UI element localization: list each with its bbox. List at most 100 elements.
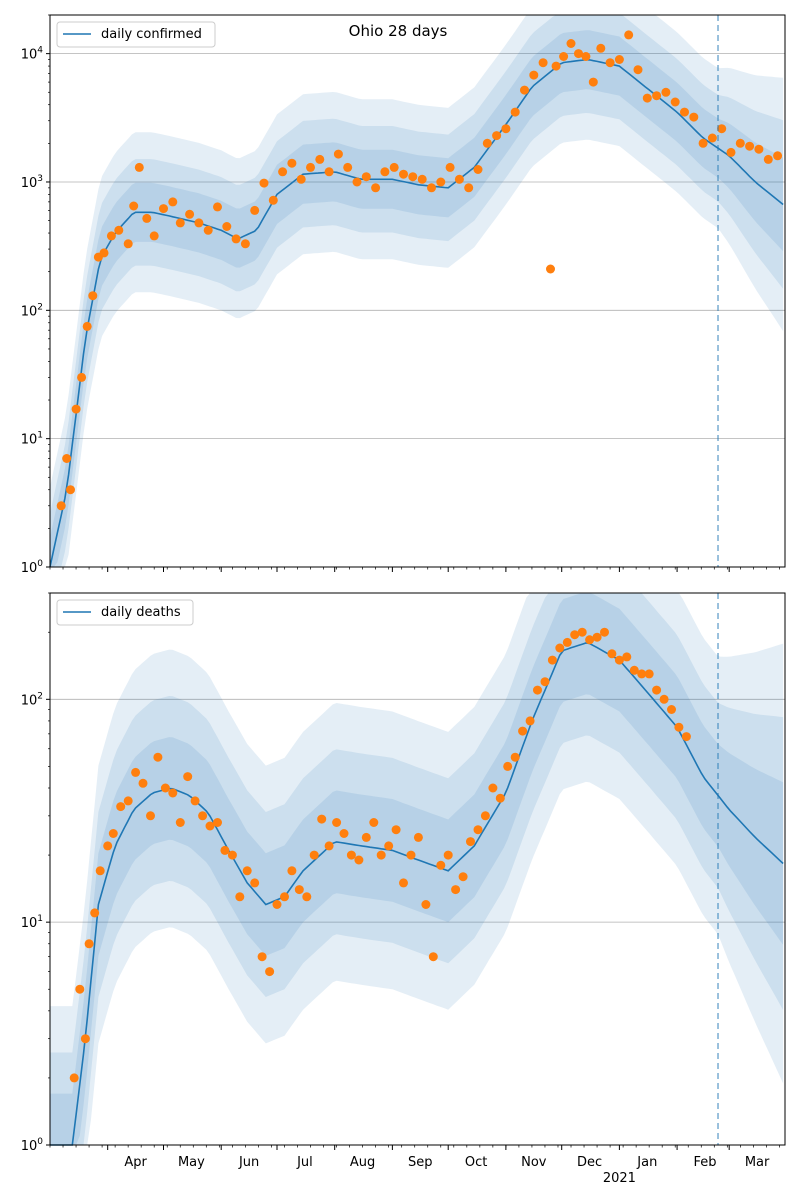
- deaths-observed-point: [652, 685, 662, 695]
- confirmed-x-axis: [49, 567, 780, 572]
- deaths-observed-points: [69, 627, 691, 1083]
- deaths-observed-point: [384, 841, 394, 851]
- deaths-observed-point: [443, 850, 453, 860]
- x-tick-label: Jul: [296, 1155, 313, 1170]
- confirmed-observed-point: [529, 70, 539, 80]
- confirmed-observed-point: [464, 183, 474, 193]
- confirmed-observed-point: [185, 209, 195, 219]
- deaths-observed-point: [413, 832, 423, 842]
- confirmed-observed-point: [492, 131, 502, 141]
- x-tick-label: Dec: [577, 1155, 602, 1170]
- deaths-observed-point: [213, 818, 222, 827]
- chart-title: Ohio 28 days: [349, 22, 448, 40]
- confirmed-observed-point: [633, 65, 643, 75]
- deaths-observed-point: [510, 752, 520, 762]
- confirmed-uncertainty-bands: [50, 15, 784, 567]
- x-tick-label: Nov: [521, 1155, 547, 1170]
- confirmed-observed-point: [71, 404, 81, 414]
- deaths-observed-point: [674, 722, 684, 732]
- deaths-y-tick-label: 102: [21, 691, 43, 708]
- deaths-observed-point: [116, 802, 126, 812]
- confirmed-observed-point: [250, 205, 260, 215]
- confirmed-observed-point: [296, 174, 306, 184]
- confirmed-observed-point: [129, 201, 139, 211]
- deaths-observed-point: [533, 685, 542, 695]
- confirmed-observed-point: [343, 162, 353, 172]
- deaths-observed-point: [257, 952, 267, 962]
- deaths-observed-point: [69, 1073, 79, 1083]
- confirmed-observed-point: [588, 77, 598, 87]
- confirmed-observed-point: [399, 169, 408, 179]
- deaths-observed-point: [294, 885, 304, 895]
- confirmed-observed-point: [222, 222, 232, 231]
- confirmed-observed-point: [315, 154, 325, 164]
- confirmed-observed-point: [473, 165, 483, 174]
- confirmed-observed-point: [62, 454, 72, 463]
- confirmed-observed-point: [175, 218, 185, 228]
- x-tick-label: Jun: [238, 1155, 259, 1170]
- deaths-observed-point: [629, 665, 639, 675]
- deaths-y-tick-label: 101: [21, 914, 43, 931]
- deaths-observed-point: [332, 818, 342, 827]
- deaths-observed-point: [562, 637, 572, 647]
- deaths-observed-point: [80, 1034, 90, 1044]
- confirmed-observed-point: [240, 239, 250, 249]
- x-tick-label: Feb: [693, 1155, 716, 1170]
- confirmed-legend-label: daily confirmed: [101, 27, 202, 42]
- deaths-observed-point: [339, 829, 349, 838]
- confirmed-y-tick-exponent: 2: [37, 302, 43, 312]
- confirmed-observed-point: [123, 239, 133, 249]
- deaths-observed-point: [90, 908, 100, 918]
- confirmed-observed-point: [445, 162, 455, 172]
- deaths-observed-point: [518, 726, 528, 736]
- deaths-observed-point: [95, 866, 105, 876]
- confirmed-observed-point: [134, 162, 144, 172]
- confirmed-observed-point: [624, 30, 634, 40]
- confirmed-observed-point: [581, 52, 591, 61]
- confirmed-observed-point: [352, 177, 362, 187]
- confirmed-observed-point: [213, 202, 222, 212]
- confirmed-observed-point: [689, 112, 699, 122]
- x-tick-label: May: [178, 1155, 205, 1170]
- confirmed-observed-point: [670, 97, 680, 107]
- confirmed-observed-point: [159, 204, 168, 214]
- confirmed-observed-point: [142, 213, 152, 223]
- deaths-observed-point: [220, 845, 230, 855]
- confirmed-observed-point: [203, 225, 213, 235]
- deaths-observed-point: [681, 732, 691, 742]
- deaths-observed-point: [399, 878, 408, 888]
- confirmed-observed-point: [773, 151, 783, 161]
- confirmed-observed-point: [574, 49, 583, 59]
- deaths-observed-point: [153, 752, 163, 762]
- deaths-plot-area: [50, 593, 785, 1145]
- deaths-observed-point: [607, 649, 617, 659]
- confirmed-y-tick-exponent: 1: [37, 431, 43, 441]
- deaths-observed-point: [555, 643, 565, 653]
- confirmed-observed-point: [380, 167, 390, 177]
- x-tick-label: Aug: [350, 1155, 375, 1170]
- confirmed-observed-point: [306, 162, 315, 172]
- deaths-observed-point: [503, 761, 513, 771]
- confirmed-observed-point: [389, 162, 399, 172]
- deaths-observed-point: [488, 783, 498, 793]
- deaths-observed-point: [75, 984, 85, 994]
- deaths-observed-point: [525, 716, 535, 726]
- deaths-observed-point: [667, 705, 676, 714]
- deaths-observed-point: [451, 885, 461, 895]
- confirmed-observed-point: [745, 141, 755, 151]
- confirmed-observed-point: [371, 183, 381, 193]
- confirmed-observed-point: [614, 55, 624, 64]
- confirmed-observed-point: [754, 144, 764, 154]
- confirmed-observed-point: [763, 154, 773, 164]
- deaths-observed-point: [272, 900, 282, 909]
- confirmed-observed-point: [551, 61, 561, 71]
- deaths-legend: daily deaths: [56, 599, 194, 626]
- deaths-observed-point: [324, 841, 334, 851]
- x-tick-label: Apr: [124, 1155, 147, 1170]
- deaths-observed-point: [242, 866, 252, 876]
- deaths-observed-point: [265, 967, 275, 977]
- deaths-observed-point: [614, 655, 624, 665]
- confirmed-observed-point: [56, 501, 66, 511]
